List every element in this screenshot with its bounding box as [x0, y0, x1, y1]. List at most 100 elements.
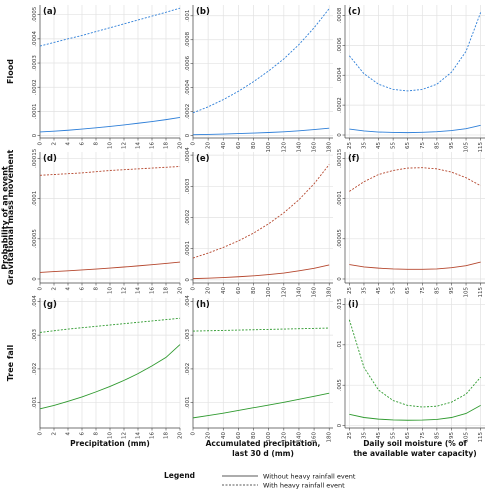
panel-i-ytick-label: .005 — [337, 379, 343, 392]
panel-c-ytick-label: .0006 — [337, 37, 343, 53]
panel-g-xtick-label: 10 — [108, 432, 114, 439]
column-title: Accumulated precipitation, — [206, 439, 321, 448]
panel-h-xtick-label: 80 — [251, 432, 257, 439]
panel-h-xtick-label: 120 — [281, 432, 287, 443]
panel-a-label: (a) — [43, 7, 57, 17]
panel-d-ytick-label: .0001 — [32, 191, 38, 207]
panel-h-ytick-label: .004 — [185, 295, 191, 308]
panel-g-xtick-label: 6 — [80, 432, 86, 436]
panel-a-ytick-label: .0001 — [32, 104, 38, 120]
panel-d-series-dashed — [39, 166, 181, 176]
panel-i-xtick-label: 25 — [347, 432, 353, 439]
panel-i-ytick-label: 0 — [337, 423, 343, 427]
panel-b-xtick-label: 180 — [327, 142, 333, 153]
legend-label: Without heavy rainfall event — [263, 473, 356, 481]
column-title: last 30 d (mm) — [232, 449, 294, 458]
panel-h-xtick-label: 40 — [221, 432, 227, 439]
panel-f-ytick-label: .00015 — [337, 148, 343, 168]
panel-i-xtick-label: 35 — [361, 432, 367, 439]
panel-e-xtick-label: 100 — [266, 287, 272, 298]
legend-title: Legend — [164, 471, 195, 480]
panel-e-xtick-label: 40 — [221, 287, 227, 294]
panel-e-xtick-label: 180 — [327, 287, 333, 298]
panel-f-xtick-label: 105 — [464, 287, 470, 298]
panel-i-xtick-label: 75 — [420, 432, 426, 439]
panel-f-label: (f) — [348, 154, 360, 164]
panel-f-xtick-label: 75 — [420, 287, 426, 294]
panel-h-xtick-label: 20 — [206, 432, 212, 439]
panel-d-series-solid — [39, 261, 181, 273]
panel-i-xtick-label: 105 — [464, 432, 470, 443]
panel-e-ytick-label: .0003 — [185, 178, 191, 194]
panel-h-ytick-label: .003 — [185, 329, 191, 342]
panel-b-ytick-label: .0004 — [185, 79, 191, 95]
panel-d-xtick-label: 16 — [150, 287, 156, 294]
panel-e-ytick-label: .0001 — [185, 241, 191, 257]
panel-g-label: (g) — [43, 300, 57, 310]
panel-b-series-solid — [192, 127, 330, 136]
panel-e-ytick-label: .0004 — [185, 147, 191, 163]
panel-a-xtick-label: 12 — [122, 142, 128, 149]
panel-d-xtick-label: 0 — [38, 287, 44, 291]
panel-c-ytick-label: .0004 — [337, 67, 343, 83]
panel-i-series-solid — [349, 404, 481, 421]
panel-c-xtick-label: 55 — [391, 142, 397, 149]
panel-i-xtick-label: 45 — [376, 432, 382, 439]
panel-i-xtick-label: 95 — [449, 432, 455, 439]
panel-h-ytick-label: .001 — [185, 397, 191, 409]
panel-f-xtick-label: 95 — [449, 287, 455, 294]
column-title: the available water capacity) — [353, 449, 476, 458]
panel-a-xtick-label: 18 — [164, 142, 170, 149]
panel-a-ytick-label: .0005 — [32, 6, 38, 22]
panel-g-ytick-label: .004 — [32, 295, 38, 308]
panel-h-xtick-label: 100 — [266, 432, 272, 443]
panel-g-series-solid — [39, 344, 181, 410]
panel-a-ytick-label: .0002 — [32, 79, 38, 95]
panel-g-xtick-label: 14 — [136, 432, 142, 439]
panel-c-ytick-label: .0008 — [337, 7, 343, 23]
panel-d-xtick-label: 12 — [122, 287, 128, 294]
panel-d-xtick-label: 4 — [66, 287, 72, 291]
panel-e-xtick-label: 20 — [206, 287, 212, 294]
panel-b-xtick-label: 40 — [221, 142, 227, 149]
panel-c-ytick-label: 0 — [337, 133, 343, 137]
panel-e-label: (e) — [196, 154, 210, 164]
panel-c-xtick-label: 115 — [478, 142, 484, 153]
panel-f-xtick-label: 55 — [391, 287, 397, 294]
panel-b-xtick-label: 140 — [296, 142, 302, 153]
panel-e-series-solid — [192, 264, 330, 280]
y-axis-title: Probability of an event — [1, 166, 10, 270]
panel-b-ytick-label: .001 — [185, 10, 191, 22]
panel-a-ytick-label: 0 — [32, 133, 38, 137]
panel-f-ytick-label: .00005 — [337, 229, 343, 249]
panel-e-xtick-label: 0 — [191, 287, 197, 291]
panel-f-xtick-label: 85 — [434, 287, 440, 294]
panel-h-ytick-label: .002 — [185, 363, 191, 375]
panel-a-ytick-label: .0003 — [32, 55, 38, 71]
panel-b-xtick-label: 100 — [266, 142, 272, 153]
panel-d-ytick-label: .00015 — [32, 148, 38, 168]
panel-i-series-dashed — [348, 319, 481, 408]
panel-g-xtick-label: 0 — [38, 432, 44, 436]
panel-f-series-dashed — [349, 167, 481, 192]
panel-c-xtick-label: 35 — [361, 142, 367, 149]
panel-a-series-dashed — [39, 7, 181, 47]
panel-d-xtick-label: 2 — [52, 287, 58, 291]
panel-h-series-dashed — [192, 327, 330, 332]
panel-a-xtick-label: 14 — [136, 142, 142, 149]
panel-c-ytick-label: .0002 — [337, 97, 343, 113]
panel-g-ytick-label: .001 — [32, 397, 38, 409]
panel-g-ytick-label: .002 — [32, 363, 38, 375]
panel-c-xtick-label: 95 — [449, 142, 455, 149]
panel-a-series-solid — [39, 117, 181, 133]
panel-g-xtick-label: 4 — [66, 432, 72, 436]
panel-c-xtick-label: 65 — [405, 142, 411, 149]
panel-b-xtick-label: 120 — [281, 142, 287, 153]
panel-i-ytick-label: .015 — [337, 298, 343, 311]
panel-d-label: (d) — [43, 154, 57, 164]
panel-f-xtick-label: 45 — [376, 287, 382, 294]
panel-c-xtick-label: 105 — [464, 142, 470, 153]
panel-c-series-solid — [349, 124, 481, 134]
panel-e-xtick-label: 60 — [236, 287, 242, 294]
